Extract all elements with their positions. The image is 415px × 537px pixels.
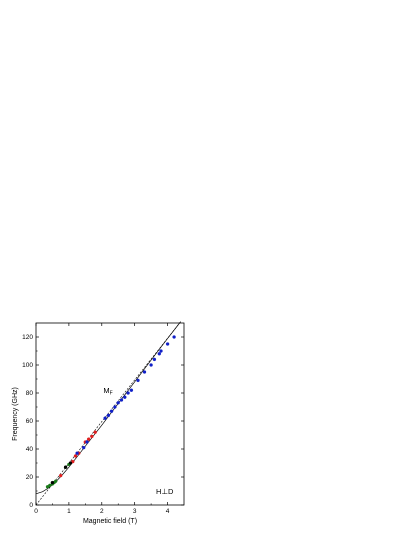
fit-lines <box>35 321 181 506</box>
data-point <box>54 479 58 483</box>
fit-line-solid <box>35 321 181 495</box>
data-point <box>50 480 55 485</box>
data-point <box>73 454 78 458</box>
data-point <box>172 335 176 339</box>
y-tick-label: 40 <box>26 446 34 453</box>
annotations: MF H⊥D <box>103 386 174 496</box>
data-point <box>48 483 52 488</box>
data-point <box>93 430 97 434</box>
x-tick-label: 4 <box>166 508 170 515</box>
data-point <box>126 391 130 395</box>
data-point <box>63 465 68 469</box>
x-tick-label: 2 <box>100 508 104 515</box>
data-point <box>59 473 63 478</box>
data-point <box>136 378 140 383</box>
data-point <box>103 416 107 420</box>
data-point <box>159 349 163 353</box>
data-point <box>116 401 120 405</box>
data-point <box>119 398 124 402</box>
annotation: H⊥D <box>156 487 174 496</box>
plot-frame <box>35 322 185 506</box>
data-point <box>165 342 170 346</box>
annotation: MF <box>103 386 112 397</box>
data-point <box>85 440 89 444</box>
data-point <box>129 388 134 392</box>
data-point <box>157 352 162 356</box>
data-point <box>142 370 147 374</box>
data-point <box>123 395 127 399</box>
y-tick-label: 0 <box>29 502 33 509</box>
data-point <box>106 413 111 418</box>
data-point <box>86 437 91 441</box>
x-tick-label: 1 <box>67 508 71 515</box>
data-point <box>75 451 79 455</box>
data-points <box>45 335 176 489</box>
data-point <box>113 405 117 409</box>
y-tick-label: 100 <box>22 362 33 369</box>
x-tick-label: 3 <box>133 508 137 515</box>
y-tick-label: 80 <box>26 390 34 397</box>
data-point <box>149 363 153 367</box>
x-axis-title: Magnetic field (T) <box>83 518 137 525</box>
data-point <box>90 434 94 439</box>
x-tick-label: 0 <box>34 508 38 515</box>
data-point <box>81 445 86 450</box>
data-point <box>68 461 73 465</box>
y-tick-label: 60 <box>26 418 34 425</box>
y-axis-title: Frequency (GHz) <box>12 387 19 441</box>
y-tick-label: 20 <box>26 474 34 481</box>
fit-line-dashed <box>35 321 181 506</box>
data-point <box>109 409 114 413</box>
y-tick-label: 120 <box>22 334 33 341</box>
data-point <box>152 357 157 362</box>
